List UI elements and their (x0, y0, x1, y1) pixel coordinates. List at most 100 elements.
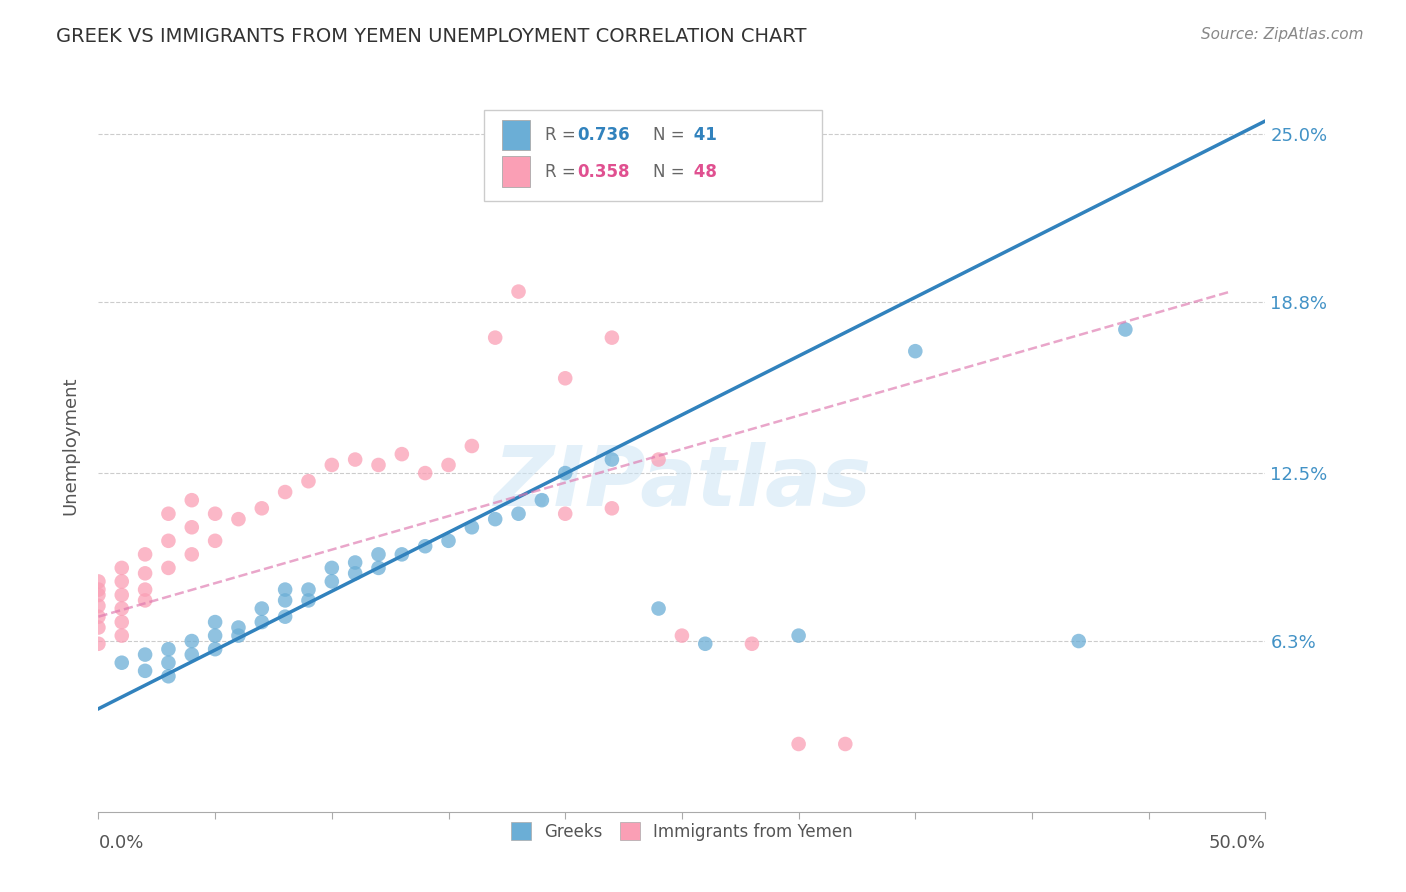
Point (228, 629, 250, 643)
Point (111, 615, 134, 629)
Point (134, 566, 156, 581)
Point (367, 561, 389, 575)
Point (695, 637, 717, 651)
Point (321, 561, 343, 575)
Text: ZIPatlas: ZIPatlas (494, 442, 870, 523)
Point (508, 285, 530, 299)
FancyBboxPatch shape (484, 110, 823, 201)
Text: 48: 48 (688, 162, 717, 181)
Text: R =: R = (546, 162, 581, 181)
Point (297, 593, 319, 607)
Point (554, 371, 576, 385)
Point (321, 458, 343, 472)
Point (228, 620, 250, 634)
Point (787, 629, 810, 643)
Point (834, 737, 856, 751)
Text: 41: 41 (688, 126, 717, 145)
Point (228, 512, 250, 526)
Point (111, 588, 134, 602)
Point (741, 637, 763, 651)
Point (157, 669, 180, 683)
FancyBboxPatch shape (502, 156, 530, 187)
Point (157, 533, 180, 548)
Point (484, 331, 506, 345)
Point (157, 642, 180, 657)
Point (530, 493, 553, 508)
Point (367, 458, 389, 472)
Point (157, 507, 180, 521)
Point (461, 439, 484, 453)
Point (111, 561, 134, 575)
Point (600, 331, 623, 345)
Point (274, 485, 297, 500)
Point (180, 493, 202, 508)
Point (554, 507, 576, 521)
Text: 0.358: 0.358 (576, 162, 630, 181)
Point (180, 634, 202, 648)
Point (250, 501, 273, 516)
Text: R =: R = (546, 126, 581, 145)
Point (437, 533, 460, 548)
Point (1114, 322, 1136, 336)
Point (904, 344, 927, 359)
Point (321, 574, 343, 589)
Text: GREEK VS IMMIGRANTS FROM YEMEN UNEMPLOYMENT CORRELATION CHART: GREEK VS IMMIGRANTS FROM YEMEN UNEMPLOYM… (56, 27, 807, 45)
Text: 0.736: 0.736 (576, 126, 630, 145)
Point (344, 556, 367, 570)
Point (134, 593, 156, 607)
Point (204, 629, 226, 643)
Point (204, 507, 226, 521)
Point (437, 458, 460, 472)
Point (87, 599, 110, 613)
Point (344, 566, 367, 581)
Point (250, 615, 273, 629)
Point (461, 520, 484, 534)
Point (297, 582, 319, 597)
Point (647, 601, 669, 615)
FancyBboxPatch shape (502, 120, 530, 151)
Point (180, 547, 202, 561)
Text: Source: ZipAtlas.com: Source: ZipAtlas.com (1201, 27, 1364, 42)
Point (87, 620, 110, 634)
Point (647, 452, 669, 467)
Point (157, 656, 180, 670)
Point (111, 629, 134, 643)
Point (87, 582, 110, 597)
Point (508, 507, 530, 521)
Point (484, 512, 506, 526)
Point (297, 474, 319, 488)
Point (554, 466, 576, 480)
Point (250, 601, 273, 615)
Point (274, 593, 297, 607)
Point (204, 642, 226, 657)
Point (1067, 634, 1090, 648)
Point (134, 648, 156, 662)
Point (87, 637, 110, 651)
Point (274, 582, 297, 597)
Point (134, 547, 156, 561)
Point (391, 547, 413, 561)
Point (134, 582, 156, 597)
Text: N =: N = (652, 126, 689, 145)
Legend: Greeks, Immigrants from Yemen: Greeks, Immigrants from Yemen (505, 816, 859, 847)
Point (600, 501, 623, 516)
Point (180, 520, 202, 534)
Point (367, 547, 389, 561)
Point (204, 533, 226, 548)
Point (180, 648, 202, 662)
Point (157, 561, 180, 575)
Point (204, 615, 226, 629)
Point (134, 664, 156, 678)
Point (111, 656, 134, 670)
Point (413, 539, 436, 553)
Point (671, 629, 693, 643)
Point (787, 737, 810, 751)
Point (111, 601, 134, 615)
Point (87, 574, 110, 589)
Point (344, 452, 367, 467)
Text: 0.0%: 0.0% (98, 834, 143, 852)
Point (391, 447, 413, 461)
Y-axis label: Unemployment: Unemployment (62, 376, 80, 516)
Point (274, 609, 297, 624)
Text: 50.0%: 50.0% (1209, 834, 1265, 852)
